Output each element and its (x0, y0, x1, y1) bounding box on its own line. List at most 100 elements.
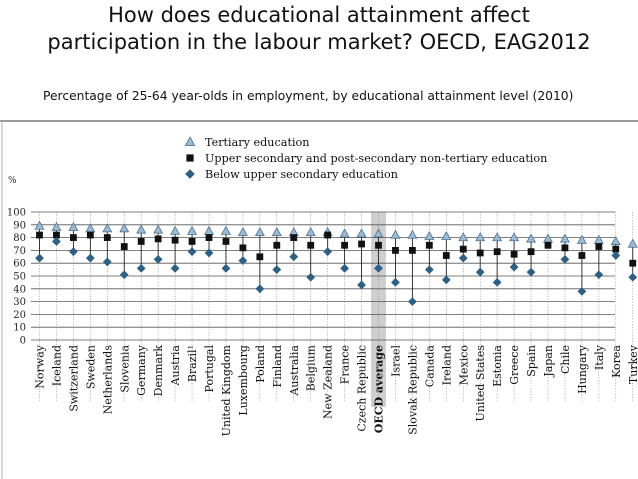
below-secondary-marker (408, 297, 417, 306)
upper-secondary-marker (629, 259, 637, 267)
tertiary-marker (187, 225, 198, 235)
below-secondary-marker (441, 275, 451, 285)
upper-secondary-marker (527, 248, 535, 256)
below-secondary-marker (340, 263, 349, 273)
category-label: Chile (559, 345, 572, 374)
upper-secondary-marker (205, 234, 213, 241)
tertiary-marker (441, 231, 452, 240)
tertiary-marker (339, 228, 350, 238)
upper-secondary-marker (341, 241, 348, 249)
tertiary-marker (458, 232, 469, 242)
category-label: Portugal (203, 345, 216, 393)
upper-secondary-marker (222, 238, 230, 245)
below-secondary-marker (204, 248, 214, 258)
tertiary-marker (85, 223, 96, 233)
below-secondary-marker (102, 257, 112, 267)
below-secondary-marker (170, 263, 180, 273)
below-secondary-marker (526, 267, 536, 277)
slide-title-line-2: participation in the labour market? OECD… (47, 30, 591, 54)
tertiary-marker (627, 238, 638, 248)
tertiary-marker (373, 228, 384, 238)
upper-secondary-marker (36, 231, 43, 239)
y-tick-label: 60 (13, 259, 26, 270)
below-secondary-marker (69, 247, 78, 257)
tertiary-marker (424, 231, 435, 240)
category-label: Israel (389, 345, 402, 377)
category-label: Spain (525, 345, 538, 377)
below-secondary-marker (509, 262, 519, 272)
tertiary-marker (119, 223, 130, 233)
y-axis-unit-label: % (8, 176, 17, 186)
below-secondary-marker (119, 270, 129, 280)
y-tick-label: 10 (13, 323, 26, 334)
upper-secondary-marker (595, 243, 603, 250)
tertiary-marker (220, 225, 231, 235)
below-secondary-marker (492, 278, 502, 287)
upper-secondary-marker (425, 241, 433, 249)
tertiary-marker (34, 220, 45, 230)
category-label: Ireland (440, 345, 453, 385)
tertiary-marker (237, 227, 248, 237)
tertiary-marker (271, 227, 282, 237)
below-secondary-marker (85, 253, 95, 263)
upper-secondary-marker (442, 252, 450, 259)
upper-secondary-marker (273, 241, 281, 249)
y-tick-label: 30 (13, 297, 26, 308)
upper-secondary-marker (544, 241, 552, 249)
tertiary-marker (492, 232, 503, 242)
category-label: United States (474, 345, 487, 422)
upper-secondary-marker (307, 241, 315, 249)
upper-secondary-marker (137, 238, 145, 245)
category-label: Luxembourg (237, 345, 250, 416)
upper-secondary-marker (53, 231, 60, 239)
category-label: France (339, 345, 352, 384)
category-label: Slovak Republic (406, 345, 419, 435)
category-label: Sweden (84, 345, 97, 389)
upper-secondary-marker (324, 231, 332, 239)
y-tick-label: 40 (13, 284, 26, 295)
upper-secondary-marker (493, 248, 501, 256)
y-tick-label: 20 (13, 310, 26, 321)
category-label: Estonia (491, 345, 504, 387)
below-secondary-marker (374, 263, 383, 273)
upper-secondary-marker (409, 247, 416, 254)
legend-label-square: Upper secondary and post-secondary non-t… (205, 152, 547, 165)
upper-secondary-marker (154, 235, 162, 243)
below-secondary-marker (187, 247, 197, 257)
upper-secondary-marker (476, 249, 484, 257)
category-label: Denmark (152, 345, 165, 397)
legend-label-triangle: Tertiary education (205, 136, 309, 149)
below-secondary-marker (628, 272, 638, 282)
tertiary-marker (153, 224, 164, 234)
tertiary-marker (526, 233, 537, 243)
category-label: Switzerland (67, 345, 80, 412)
upper-secondary-marker (510, 250, 518, 258)
slide-title-line-1: How does educational attainment affect (108, 3, 530, 27)
upper-secondary-marker (188, 238, 196, 245)
tertiary-marker (610, 236, 621, 246)
below-secondary-marker (153, 254, 163, 264)
category-label: Austria (169, 345, 182, 387)
tertiary-marker (102, 223, 113, 233)
below-secondary-marker (357, 280, 366, 290)
category-label: Turkey (627, 344, 638, 384)
y-tick-label: 80 (13, 233, 26, 244)
below-secondary-marker (424, 265, 434, 274)
y-tick-label: 70 (13, 246, 26, 257)
category-label: Hungary (576, 344, 589, 394)
upper-secondary-marker (171, 236, 179, 244)
tertiary-marker (254, 227, 265, 237)
slide-title: How does educational attainment affect p… (0, 2, 638, 56)
upper-secondary-marker (239, 244, 247, 252)
y-tick-label: 90 (13, 220, 26, 231)
below-secondary-marker (289, 252, 299, 262)
tertiary-marker (509, 232, 520, 242)
upper-secondary-marker (561, 244, 569, 252)
tertiary-marker (51, 222, 62, 231)
upper-secondary-marker (103, 234, 111, 241)
oecd-average-highlight (371, 212, 386, 407)
category-label: Czech Republic (356, 345, 369, 432)
tertiary-marker (576, 234, 587, 244)
below-secondary-marker (560, 254, 570, 264)
below-secondary-marker (272, 265, 282, 274)
